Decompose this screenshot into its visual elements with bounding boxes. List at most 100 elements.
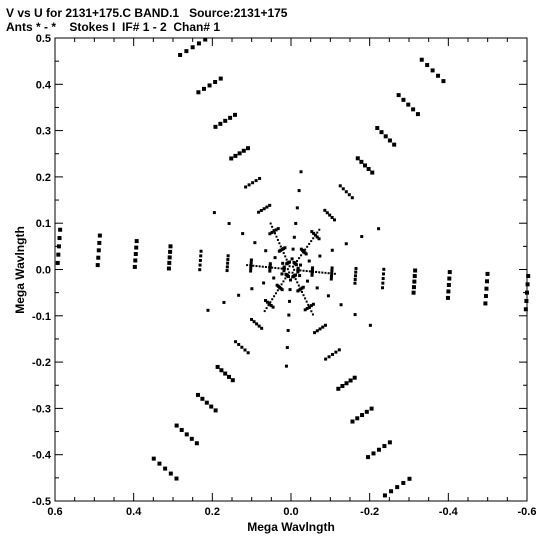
uv-point	[229, 156, 234, 161]
uv-point	[249, 258, 253, 262]
uv-point	[56, 252, 61, 257]
uv-point	[222, 300, 226, 304]
uv-point	[347, 193, 351, 197]
uv-point	[179, 427, 184, 432]
uv-point	[363, 163, 368, 168]
uv-point	[167, 260, 172, 265]
uv-point	[526, 274, 531, 279]
uv-point	[330, 266, 334, 270]
uv-point	[381, 277, 385, 281]
y-tick-label: 0.1	[36, 218, 51, 230]
uv-point	[352, 375, 357, 380]
uv-point	[223, 118, 228, 123]
uv-point	[252, 264, 255, 267]
uv-point	[198, 268, 202, 272]
uv-point	[311, 266, 315, 270]
uv-point	[297, 284, 300, 287]
uv-point	[97, 233, 102, 238]
uv-point	[196, 41, 201, 46]
uv-point	[313, 331, 317, 335]
uv-point	[525, 290, 529, 295]
uv-point	[278, 242, 281, 245]
uv-point	[249, 266, 253, 270]
uv-point	[369, 406, 374, 411]
uv-point	[254, 179, 258, 183]
x-tick-label: 0.2	[205, 506, 220, 518]
uv-point	[201, 86, 206, 91]
uv-point	[314, 234, 317, 237]
uv-point	[245, 146, 250, 151]
uv-point	[523, 307, 528, 312]
uv-point	[484, 279, 489, 284]
uv-point	[233, 153, 238, 158]
uv-point	[269, 301, 272, 304]
uv-point	[271, 298, 274, 301]
uv-point	[276, 227, 280, 231]
uv-point	[411, 107, 416, 112]
uv-point	[261, 265, 264, 268]
uv-point	[271, 305, 275, 309]
uv-point	[377, 227, 381, 231]
uv-point	[280, 267, 283, 270]
uv-point	[284, 277, 287, 280]
uv-point	[359, 159, 364, 164]
uv-point	[330, 352, 334, 356]
uv-point	[315, 286, 319, 290]
uv-point	[262, 207, 266, 211]
uv-point	[272, 276, 276, 280]
uv-point	[299, 287, 302, 290]
uv-point	[306, 245, 309, 248]
uv-point	[329, 274, 333, 278]
uv-point	[310, 230, 314, 234]
uv-point	[167, 255, 172, 260]
uv-point	[265, 205, 269, 209]
uv-point	[334, 350, 338, 354]
uv-point	[315, 329, 319, 333]
uv-point	[133, 252, 138, 257]
uv-point	[259, 208, 263, 212]
uv-point	[375, 126, 380, 131]
uv-point	[207, 83, 212, 88]
uv-point	[284, 255, 287, 258]
uv-point	[284, 272, 288, 276]
uv-point	[330, 272, 333, 275]
uv-point	[279, 245, 282, 248]
uv-point	[269, 303, 273, 307]
uv-point	[396, 93, 401, 98]
uv-point	[218, 121, 223, 126]
uv-point	[305, 270, 308, 273]
x-tick-label: -0.2	[360, 506, 379, 518]
uv-point	[212, 211, 216, 215]
uv-point	[283, 267, 286, 270]
uv-point	[289, 278, 293, 282]
uv-point	[344, 190, 348, 194]
x-tick-label: -0.4	[439, 506, 459, 518]
uv-point	[321, 271, 324, 274]
uv-point	[282, 280, 285, 283]
uv-point	[298, 274, 302, 278]
uv-point	[302, 294, 305, 297]
uv-point	[55, 260, 60, 265]
uv-point	[262, 281, 266, 285]
uv-point	[237, 151, 242, 156]
uv-point	[244, 185, 248, 189]
uv-point	[226, 254, 230, 258]
uv-point	[276, 289, 279, 292]
y-tick-label: -0.1	[32, 311, 51, 323]
uv-point	[340, 384, 345, 389]
uv-point	[196, 90, 201, 95]
uv-point	[312, 231, 316, 235]
uv-point	[305, 300, 308, 303]
uv-point	[348, 378, 353, 383]
uv-point	[304, 297, 307, 300]
uv-point	[305, 306, 309, 310]
uv-point	[302, 269, 305, 272]
uv-point	[415, 112, 420, 117]
uv-point	[353, 274, 357, 278]
uv-point	[263, 310, 266, 313]
uv-point	[200, 396, 205, 401]
uv-point	[258, 176, 262, 180]
uv-point	[274, 228, 278, 232]
uv-point	[298, 257, 301, 260]
